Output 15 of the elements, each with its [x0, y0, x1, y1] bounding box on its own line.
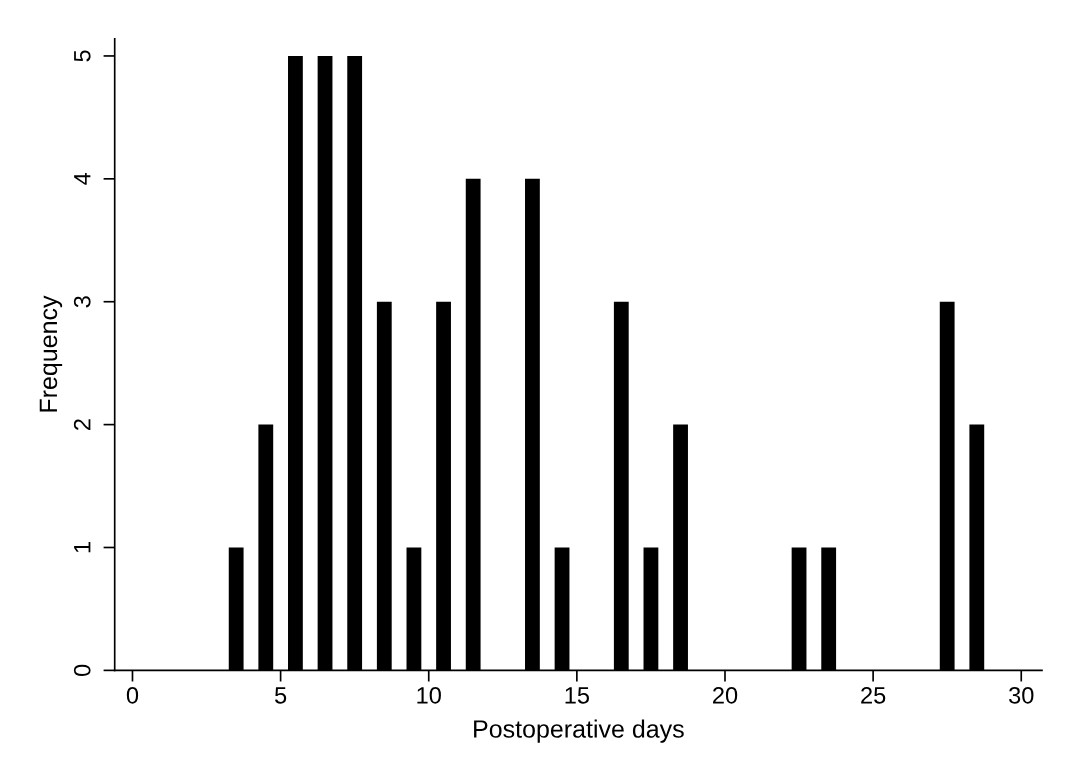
- x-tick-label: 30: [1009, 686, 1034, 704]
- x-tick-label: 5: [274, 687, 287, 704]
- y-tick-label: 0: [73, 664, 91, 677]
- y-tick-label: 4: [74, 172, 91, 185]
- y-tick-label: 1: [74, 542, 91, 553]
- x-axis-title: Postoperative days: [474, 719, 684, 743]
- x-tick-label: 20: [713, 686, 738, 704]
- x-tick-label: 0: [126, 686, 139, 704]
- y-axis-title: Frequency: [39, 295, 63, 412]
- y-tick-label: 5: [74, 50, 91, 62]
- y-tick-label: 2: [73, 419, 91, 430]
- x-tick-label: 10: [417, 686, 441, 704]
- x-tick-label: 15: [565, 687, 590, 704]
- y-tick-label: 3: [73, 296, 91, 308]
- x-tick-label: 25: [861, 686, 886, 704]
